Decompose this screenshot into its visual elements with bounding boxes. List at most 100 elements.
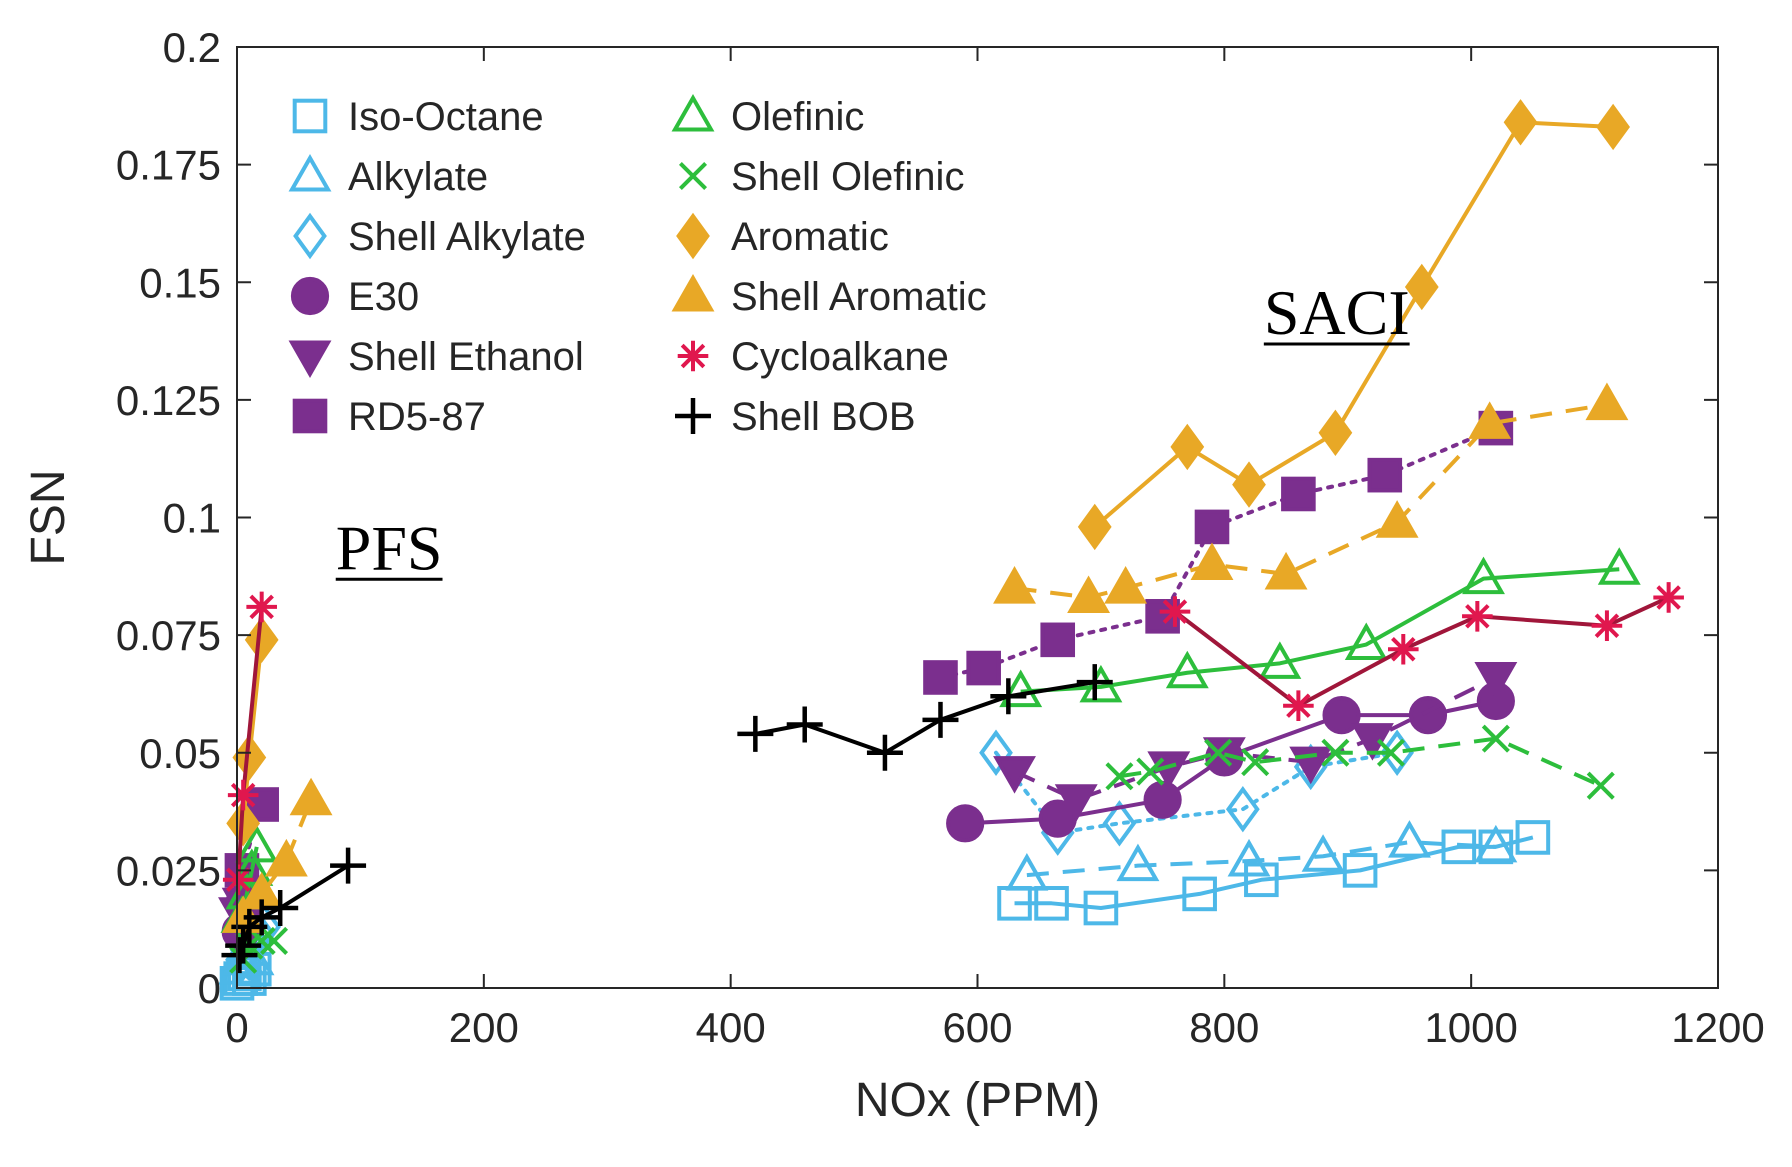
- series-layer: [218, 99, 1684, 1001]
- data-point-shell-bob-saci-0: [737, 715, 774, 752]
- data-point-aromatic-saci-2: [1232, 461, 1266, 508]
- data-point-iso-octane-saci-2: [1083, 890, 1119, 926]
- data-point-olefinic-saci-0: [999, 669, 1043, 708]
- data-point-shell-bob-saci-1: [786, 706, 823, 743]
- data-point-rd5-87-saci-6: [1367, 457, 1403, 493]
- data-point-iso-octane-saci-5: [1342, 853, 1378, 888]
- data-point-aromatic-saci-1: [1170, 423, 1205, 471]
- y-tick-label: 0.15: [139, 259, 221, 306]
- data-point-alkylate-saci-3: [1301, 834, 1345, 872]
- x-tick-label: 200: [449, 1004, 519, 1051]
- data-point-aromatic-saci-3: [1318, 409, 1353, 457]
- data-point-shell-aromatic-saci-7: [1585, 382, 1629, 421]
- data-point-cycloalkane-saci-3: [1462, 601, 1493, 632]
- data-point-cycloalkane-saci-0: [1159, 596, 1191, 627]
- legend-label-cycloalkane: Cycloalkane: [731, 335, 949, 379]
- x-tick-label: 400: [696, 1004, 766, 1051]
- data-point-shell-ethanol-saci-0: [993, 756, 1036, 794]
- data-point-rd5-87-saci-4: [1194, 509, 1230, 545]
- data-point-cycloalkane-pfs-1: [227, 779, 259, 811]
- legend-label-iso-octane: Iso-Octane: [348, 95, 544, 139]
- legend-entry-rd5-87: RD5-87: [292, 395, 486, 439]
- data-point-e30-saci-2: [1143, 780, 1182, 819]
- data-point-shell-bob-saci-5: [1076, 664, 1113, 701]
- data-point-shell-aromatic-saci-5: [1375, 500, 1419, 538]
- series-line-shell-olefinic-pfs: [241, 938, 275, 961]
- data-point-shell-olefinic-saci-2: [1204, 738, 1233, 767]
- data-point-shell-olefinic-saci-1: [1136, 757, 1165, 786]
- data-point-rd5-87-saci-1: [966, 650, 1001, 686]
- data-point-olefinic-saci-2: [1165, 650, 1209, 689]
- data-point-olefinic-saci-6: [1597, 547, 1641, 585]
- data-point-shell-bob-saci-2: [866, 734, 903, 771]
- legend-label-aromatic: Aromatic: [731, 215, 889, 259]
- legend-marker-shell-alkylate: [293, 212, 327, 260]
- legend-marker-alkylate: [288, 153, 332, 192]
- series-aromatic: [226, 99, 1630, 847]
- data-point-cycloalkane-saci-2: [1387, 633, 1419, 665]
- legend-marker-shell-olefinic: [678, 161, 708, 191]
- annotation-saci: SACI: [1264, 277, 1410, 348]
- data-point-shell-aromatic-saci-6: [1468, 401, 1512, 439]
- legend-entry-alkylate: Alkylate: [288, 153, 488, 199]
- data-point-aromatic-saci-0: [1077, 503, 1112, 551]
- data-point-iso-octane-saci-8: [1515, 820, 1551, 855]
- data-point-alkylate-saci-0: [1005, 853, 1049, 891]
- data-point-olefinic-pfs-2: [230, 848, 274, 886]
- data-point-shell-alkylate-saci-3: [1225, 786, 1260, 833]
- data-point-aromatic-pfs-1: [232, 734, 267, 781]
- legend-entry-shell-bob: Shell BOB: [675, 395, 916, 439]
- data-point-shell-aromatic-pfs-3: [289, 777, 333, 816]
- y-tick-label: 0.175: [116, 142, 221, 189]
- data-point-shell-alkylate-saci-2: [1102, 800, 1137, 847]
- series-line-shell-olefinic-saci: [1119, 736, 1602, 788]
- x-tick-label: 600: [942, 1004, 1012, 1051]
- legend-marker-e30: [290, 276, 330, 316]
- data-point-shell-olefinic-saci-3: [1241, 748, 1270, 777]
- data-point-alkylate-saci-4: [1388, 820, 1431, 858]
- y-tick-label: 0.05: [139, 730, 221, 777]
- data-point-shell-ethanol-saci-1: [1054, 784, 1098, 822]
- data-point-rd5-87-saci-2: [1040, 622, 1076, 658]
- x-tick-label: 1200: [1671, 1004, 1764, 1051]
- data-point-olefinic-saci-3: [1258, 641, 1302, 679]
- series-shell-aromatic: [221, 382, 1629, 933]
- legend-label-alkylate: Alkylate: [348, 155, 488, 199]
- legend-label-shell-aromatic: Shell Aromatic: [731, 275, 987, 319]
- data-point-shell-alkylate-saci-5: [1380, 729, 1414, 776]
- data-point-shell-olefinic-saci-7: [1586, 771, 1615, 800]
- data-point-olefinic-saci-5: [1462, 556, 1505, 595]
- data-point-shell-aromatic-saci-1: [1067, 575, 1111, 613]
- legend-marker-iso-octane: [292, 98, 328, 134]
- data-point-alkylate-saci-1: [1116, 843, 1160, 882]
- data-point-olefinic-pfs-3: [235, 824, 279, 863]
- data-point-shell-olefinic-saci-0: [1105, 762, 1134, 791]
- data-point-cycloalkane-saci-4: [1591, 610, 1623, 642]
- data-point-shell-alkylate-saci-0: [979, 729, 1013, 776]
- series-cycloalkane: [222, 582, 1684, 896]
- data-point-shell-bob-pfs-4: [262, 890, 299, 927]
- legend-label-shell-alkylate: Shell Alkylate: [348, 215, 586, 259]
- legend-marker-shell-aromatic: [671, 273, 715, 312]
- series-shell-olefinic: [229, 724, 1615, 974]
- data-point-alkylate-saci-2: [1227, 838, 1271, 877]
- legend-label-rd5-87: RD5-87: [348, 395, 486, 439]
- y-tick-label: 0: [198, 965, 221, 1012]
- legend-entry-shell-olefinic: Shell Olefinic: [678, 155, 964, 199]
- legend-marker-cycloalkane: [677, 340, 709, 372]
- data-point-shell-olefinic-pfs-3: [260, 926, 289, 955]
- series-line-alkylate-saci: [1026, 840, 1496, 878]
- legend-marker-shell-bob: [675, 398, 711, 434]
- legend-marker-olefinic: [671, 93, 715, 132]
- data-point-alkylate-saci-5: [1474, 824, 1518, 863]
- legend-label-shell-ethanol: Shell Ethanol: [348, 335, 584, 379]
- data-point-cycloalkane-pfs-2: [246, 591, 277, 623]
- y-tick-label: 0.125: [116, 377, 221, 424]
- legend-entry-cycloalkane: Cycloalkane: [677, 335, 949, 379]
- series-shell-ethanol: [218, 661, 1518, 935]
- series-line-cycloalkane-saci: [1173, 595, 1670, 708]
- data-point-aromatic-saci-6: [1596, 103, 1630, 151]
